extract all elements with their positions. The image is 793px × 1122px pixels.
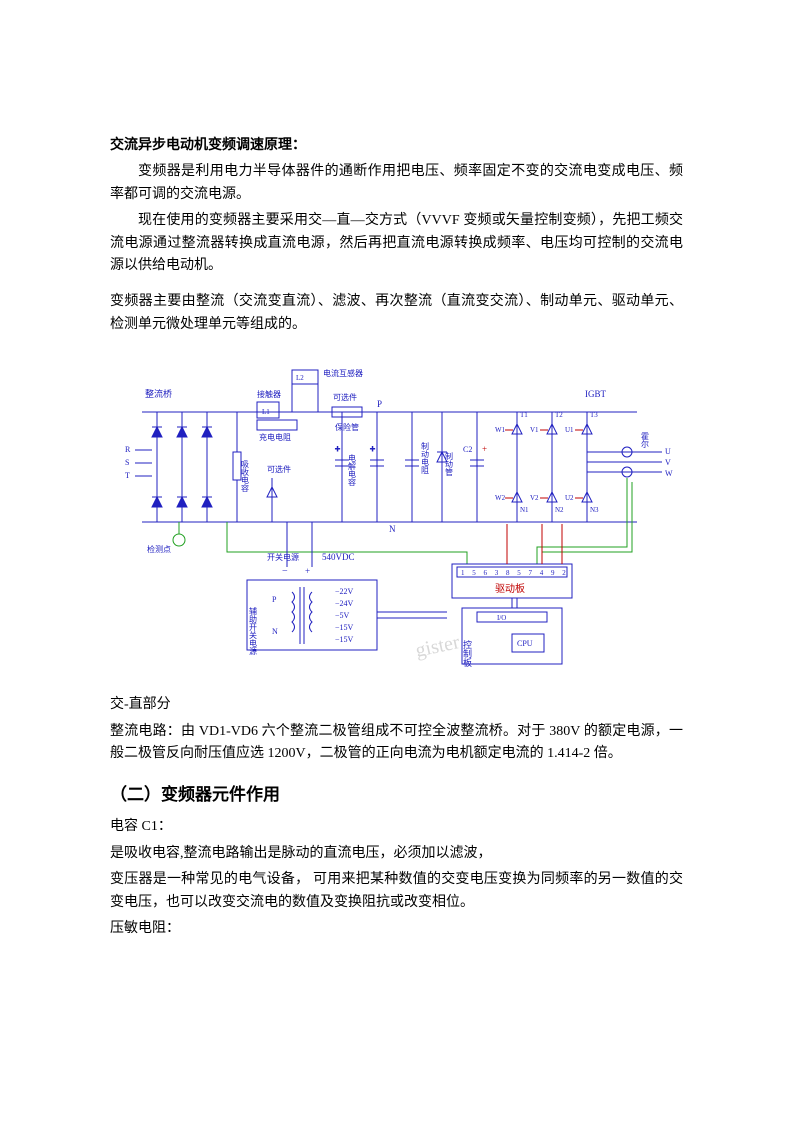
svg-text:N1: N1 (520, 506, 529, 514)
svg-text:W2: W2 (495, 494, 506, 502)
label-dccap: 电解电容 (347, 453, 356, 487)
svg-text:P: P (272, 595, 277, 604)
svg-text:W: W (665, 469, 673, 478)
svg-text:W1: W1 (495, 426, 506, 434)
label-s: S (125, 458, 129, 467)
svg-text:T3: T3 (590, 411, 598, 419)
paragraph-2: 现在使用的变频器主要采用交—直—交方式（VVVF 变频或矢量控制变频），先把工频… (110, 210, 683, 277)
svg-text:−15V: −15V (335, 623, 354, 632)
paragraph-3: 变频器主要由整流（交流变直流）、滤波、再次整流（直流变交流）、制动单元、驱动单元… (110, 291, 683, 336)
circuit-diagram: R S T 整流桥 (117, 352, 677, 682)
svg-text:U: U (665, 447, 671, 456)
label-t: T (125, 471, 130, 480)
label-l1: L1 (262, 408, 270, 416)
svg-text:V1: V1 (530, 426, 539, 434)
paragraph-1: 变频器是利用电力半导体器件的通断作用把电压、频率固定不变的交流电变成电压、频率都… (110, 161, 683, 206)
svg-text:U2: U2 (565, 494, 574, 502)
label-p: P (377, 399, 382, 409)
svg-text:−5V: −5V (335, 611, 350, 620)
svg-text:+: + (305, 566, 310, 576)
svg-text:N2: N2 (555, 506, 564, 514)
label-psu: 辅助开关电源 (248, 606, 257, 656)
label-choice: 可选件 (267, 464, 291, 474)
svg-text:−: − (282, 566, 288, 577)
svg-text:+: + (335, 444, 340, 454)
label-n: N (389, 524, 396, 534)
spacer (110, 281, 683, 291)
paragraph-6: 变压器是一种常见的电气设备， 可用来把某种数值的交变电压变换为同频率的另一数值的… (110, 869, 683, 914)
svg-text:U1: U1 (565, 426, 574, 434)
label-rectifier: 整流桥 (145, 388, 172, 399)
label-r: R (125, 445, 131, 454)
label-c1: 充电电阻 (259, 432, 291, 442)
label-brake: 制动管 (444, 451, 453, 477)
label-l2: L2 (296, 374, 304, 382)
svg-text:V: V (665, 458, 671, 467)
label-cpu: CPU (517, 639, 533, 648)
page: 交流异步电动机变频调速原理： 变频器是利用电力半导体器件的通断作用把电压、频率固… (0, 0, 793, 1004)
label-io: I/O (497, 614, 506, 622)
label-c2: C2 (463, 445, 472, 454)
svg-text:−24V: −24V (335, 599, 354, 608)
rectifier-group (152, 412, 212, 522)
label-abscap: 吸收电容 (240, 460, 249, 493)
circuit-svg: R S T 整流桥 (117, 352, 677, 682)
svg-text:T2: T2 (555, 411, 563, 419)
svg-text:+: + (482, 444, 487, 454)
svg-text:V2: V2 (530, 494, 539, 502)
label-fuse: 保险管 (335, 422, 359, 432)
svg-text:+: + (370, 444, 375, 454)
label-brake-res: 制动电阻 (420, 441, 429, 475)
label-ctrl: 控制板 (462, 639, 472, 668)
paragraph-7: 压敏电阻： (110, 918, 683, 940)
label-igbt: IGBT (585, 389, 606, 399)
svg-text:N: N (272, 627, 278, 636)
label-ct: 电流互感器 (323, 368, 363, 378)
label-drive: 驱动板 (495, 582, 525, 595)
drive-links (507, 524, 562, 564)
p4-title: 交-直部分 (110, 694, 683, 716)
section-2-title: （二）变频器元件作用 (110, 781, 683, 808)
svg-text:N3: N3 (590, 506, 599, 514)
psu-box (247, 580, 377, 650)
label-hall: 霍尔 (640, 432, 649, 448)
label-540: 540VDC (322, 552, 355, 562)
svg-text:−15V: −15V (335, 635, 354, 644)
svg-text:−22V: −22V (335, 587, 354, 596)
label-check: 检测点 (147, 544, 171, 554)
main-title: 交流异步电动机变频调速原理： (110, 135, 683, 157)
paragraph-5: 是吸收电容,整流电路输出是脉动的直流电压，必须加以滤波， (110, 843, 683, 865)
svg-text:T1: T1 (520, 411, 528, 419)
watermark: gister (413, 631, 461, 662)
label-fuse-opt: 可选件 (333, 392, 357, 402)
svg-text:开关电源: 开关电源 (267, 552, 299, 562)
p5-title: 电容 C1： (110, 816, 683, 838)
paragraph-4: 整流电路：由 VD1-VD6 六个整流二极管组成不可控全波整流桥。对于 380V… (110, 721, 683, 766)
label-contactor: 接触器 (257, 389, 281, 399)
svg-text:1 5 6 3 8 5 7 4 9 2: 1 5 6 3 8 5 7 4 9 2 (461, 569, 569, 577)
